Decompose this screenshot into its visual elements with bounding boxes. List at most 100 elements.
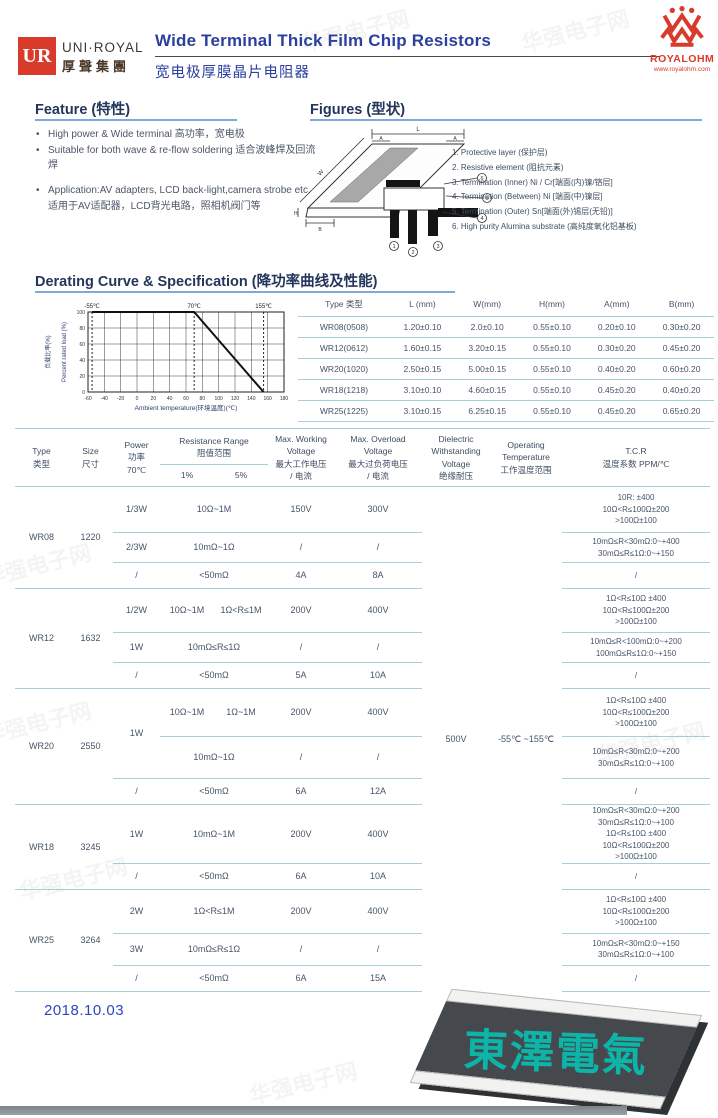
spec-working-cell: 6A — [268, 778, 334, 805]
tcr-line: 10Ω<R≤100Ω±200 — [602, 906, 670, 916]
royalohm-url: www.royalohm.com — [653, 66, 711, 73]
spec-row: 3W 10mΩ≤R≤1Ω //10mΩ≤R<30mΩ:0~+150 30mΩ≤R≤1Ω… — [15, 933, 710, 966]
spec-range-cell: <50mΩ — [160, 662, 268, 689]
spec-header-row: Type 类型 Size 尺寸 Power 功率 70℃ Resistance Rang… — [15, 428, 710, 487]
dims-cell: 0.55±0.10 — [519, 358, 585, 380]
spec-power-cell: 1W — [113, 804, 160, 864]
dims-row: WR18(1218) 3.10±0.10 4.60±0.15 0.55±0.10 0.4… — [298, 379, 714, 401]
svg-text:A: A — [379, 136, 383, 142]
tcr-line: 1Ω<R≤10Ω ±400 — [605, 696, 667, 706]
derating-underline — [35, 291, 455, 293]
dims-cell: 1.20±0.10 — [390, 316, 455, 338]
feature-item: High power & Wide terminal 高功率，宽电极 — [36, 127, 318, 143]
svg-text:0: 0 — [136, 396, 139, 402]
spec-tcr-cell: 10mΩ≤R<100mΩ:0~+200 100mΩ≤R≤1Ω:0~+150 — [562, 632, 710, 663]
spec-tcr-cell: 10R: ±400 10Ω<R≤100Ω±200 >100Ω±100 — [562, 486, 710, 533]
tcr-line: 10mΩ≤R<100mΩ:0~+200 — [590, 636, 682, 646]
chip-photo-stamp: 東澤電氣 — [409, 988, 703, 1110]
tcr-line: 1Ω<R≤10Ω ±400 — [605, 829, 667, 839]
title-rule — [155, 56, 660, 57]
spec-row: WR25 3264 2W 1Ω<R≤1M 200V 400V 1Ω<R≤10Ω ±400 10… — [15, 889, 710, 992]
tcr-line: >100Ω±100 — [615, 719, 657, 729]
royalohm-name: ROYALOHM — [650, 53, 715, 65]
feature-item: Application:AV adapters, LCD back-light,… — [36, 183, 318, 217]
dims-cell: 0.20±0.10 — [584, 316, 650, 338]
svg-text:20: 20 — [79, 374, 85, 380]
svg-text:1: 1 — [392, 244, 395, 250]
spec-working-cell: 200V — [268, 804, 334, 864]
svg-text:-20: -20 — [117, 396, 124, 402]
spec-tcr-cell: / — [562, 662, 710, 689]
dims-cell: 5.00±0.15 — [454, 358, 520, 380]
spec-type-cell: WR25 — [15, 889, 68, 992]
watermark: 华强电子网 — [518, 6, 632, 57]
spec-power-cell: 1/2W — [113, 588, 160, 633]
dims-cell: 2.50±0.15 — [390, 358, 455, 380]
spec-working-cell: / — [268, 632, 334, 663]
dimensions-table: Type 类型 L (mm) W(mm) H(mm) A(mm) B(mm) WR08(0… — [298, 292, 714, 422]
dims-cell: 3.10±0.15 — [390, 400, 455, 422]
figure-note: 6. High purity Alumina substrate (高纯度氧化铝… — [452, 221, 637, 231]
stamp-text: 東澤電氣 — [463, 1024, 649, 1083]
spec-type-cell: WR20 — [15, 688, 68, 805]
spec-row: 1W 10mΩ≤R≤1Ω //10mΩ≤R<100mΩ:0~+200 100mΩ≤R≤… — [15, 632, 710, 663]
spec-range-cell: <50mΩ — [160, 778, 268, 805]
tcr-line: 10Ω<R≤100Ω±200 — [602, 605, 670, 615]
spec-overload-cell: 400V — [334, 588, 422, 633]
dims-cell: WR20(1020) — [298, 358, 390, 380]
spec-power-cell: / — [113, 778, 160, 805]
col-operating-temp: Operating Temperature 工作温度范围 — [490, 428, 562, 487]
svg-text:20: 20 — [151, 396, 157, 402]
dims-cell: 0.55±0.10 — [519, 337, 585, 359]
dims-row: WR12(0612) 1.60±0.15 3.20±0.15 0.55±0.10 0.3… — [298, 337, 714, 359]
spec-working-cell: 5A — [268, 662, 334, 689]
svg-text:B: B — [318, 227, 322, 233]
spec-overload-cell: 400V — [334, 804, 422, 864]
page-title: Wide Terminal Thick Film Chip Resistors — [155, 31, 492, 50]
spec-range-cell: <50mΩ — [160, 863, 268, 890]
spec-power-cell: 2/3W — [113, 532, 160, 563]
spec-dielectric-cell: 500V — [445, 733, 467, 744]
tcr-line: 10R: ±400 — [617, 493, 655, 503]
spec-row: / <50mΩ 6A 12A / — [15, 778, 710, 805]
spec-range-cell: 10mΩ≤R≤1Ω — [160, 632, 268, 663]
tcr-line: 30mΩ≤R≤1Ω:0~+100 — [598, 817, 674, 827]
spec-power-cell: 1W — [113, 688, 160, 779]
figure-diagram: L A A W H B 1 2 3 6 5 4 — [294, 127, 492, 257]
spec-tcr-cell: 10mΩ≤R<30mΩ:0~+400 30mΩ≤R≤1Ω:0~+150 — [562, 532, 710, 563]
bottom-bar — [0, 1106, 627, 1115]
dims-header-cell: Type 类型 — [298, 292, 390, 317]
spec-tcr-cell: 10mΩ≤R<30mΩ:0~+200 30mΩ≤R≤1Ω:0~+100 — [562, 736, 710, 779]
spec-working-cell: / — [268, 532, 334, 563]
tcr-line: 10mΩ≤R<30mΩ:0~+400 — [592, 536, 680, 546]
svg-text:100: 100 — [77, 310, 86, 316]
spec-row: / <50mΩ 6A 15A / — [15, 965, 710, 992]
tcr-line: 10Ω<R≤100Ω±200 — [602, 707, 670, 717]
svg-text:60: 60 — [79, 342, 85, 348]
spec-size-cell: 3245 — [68, 804, 113, 890]
spec-power-cell: 1W — [113, 632, 160, 663]
spec-table: Type 类型 Size 尺寸 Power 功率 70℃ Resistance Rang… — [15, 428, 710, 992]
spec-power-cell: / — [113, 562, 160, 589]
spec-working-cell: 150V — [268, 486, 334, 533]
svg-text:L: L — [416, 127, 420, 133]
spec-working-cell: 200V — [268, 588, 334, 633]
spec-row: / <50mΩ 4A 8A / — [15, 562, 710, 589]
svg-text:5: 5 — [485, 196, 488, 202]
spec-temp-cell: -55℃ ~155℃ — [498, 733, 554, 744]
svg-text:180: 180 — [280, 396, 289, 402]
spec-working-cell: 6A — [268, 863, 334, 890]
dims-cell: 0.30±0.20 — [649, 316, 714, 338]
spec-working-cell: 200V — [268, 688, 334, 737]
feature-list: High power & Wide terminal 高功率，宽电极Suitab… — [36, 127, 318, 216]
spec-type-cell: WR08 — [15, 486, 68, 589]
svg-text:60: 60 — [183, 396, 189, 402]
dims-header-cell: B(mm) — [649, 292, 714, 317]
spec-overload-cell: / — [334, 532, 422, 563]
spec-range-5pct-cell: 1Ω~1M — [214, 688, 268, 737]
spec-size-cell: 3264 — [68, 889, 113, 992]
dimensions-header-row: Type 类型 L (mm) W(mm) H(mm) A(mm) B(mm) — [298, 292, 714, 317]
dims-cell: 0.40±0.20 — [584, 358, 650, 380]
spec-type-cell: WR12 — [15, 588, 68, 689]
